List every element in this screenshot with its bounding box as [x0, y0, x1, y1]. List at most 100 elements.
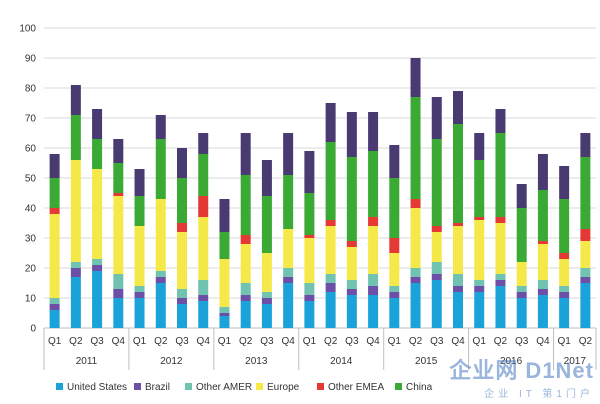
bar-segment-brazil: [410, 277, 421, 283]
bar-segment-other-amer: [559, 286, 570, 292]
bar-segment-china: [92, 139, 103, 169]
year-label: 2013: [245, 356, 268, 367]
bar-segment-brazil: [368, 286, 379, 295]
bar-segment-china: [155, 139, 166, 199]
bar-segment-other-emea: [304, 235, 315, 238]
legend-swatch: [134, 383, 141, 390]
bar-segment-united-states: [495, 286, 506, 328]
bar-segment-united-states: [474, 292, 485, 328]
bar-segment-other-emea: [389, 238, 400, 253]
year-label: 2017: [564, 356, 587, 367]
bar-segment-rest-of-world: [580, 133, 591, 157]
bar-segment-united-states: [49, 310, 60, 328]
bar-segment-other-amer: [261, 292, 272, 298]
bar-segment-other-amer: [113, 274, 124, 289]
bar-segment-brazil: [580, 277, 591, 283]
x-tick-label: Q4: [281, 336, 295, 347]
legend-swatch: [256, 383, 263, 390]
bar-segment-china: [346, 157, 357, 241]
bar-segment-rest-of-world: [70, 85, 81, 115]
bar-segment-brazil: [325, 283, 336, 292]
bar-segment-united-states: [155, 283, 166, 328]
legend-label: China: [406, 382, 433, 393]
legend-swatch: [56, 383, 63, 390]
bar-segment-rest-of-world: [410, 58, 421, 97]
bar-segment-rest-of-world: [240, 133, 251, 175]
bar-segment-rest-of-world: [431, 97, 442, 139]
bar-segment-europe: [516, 262, 527, 286]
bar-segment-brazil: [70, 268, 81, 277]
bar-segment-other-amer: [410, 268, 421, 277]
bar-segment-europe: [453, 226, 463, 274]
x-tick-label: Q3: [90, 336, 104, 347]
bar-segment-europe: [92, 169, 103, 259]
bar-segment-united-states: [325, 292, 336, 328]
bar-segment-other-amer: [134, 286, 145, 292]
x-tick-label: Q3: [260, 336, 274, 347]
bar-segment-europe: [283, 229, 294, 268]
bar-segment-other-amer: [495, 274, 506, 280]
bar-segment-other-emea: [410, 199, 421, 208]
bar-segment-united-states: [431, 280, 442, 328]
year-label: 2014: [330, 356, 353, 367]
y-tick-label: 50: [25, 174, 37, 185]
bar-segment-europe: [134, 226, 145, 286]
x-tick-label: Q2: [239, 336, 253, 347]
bar-segment-other-emea: [495, 217, 506, 223]
bar-segment-rest-of-world: [516, 184, 527, 208]
y-tick-label: 60: [25, 144, 37, 155]
bar-segment-china: [325, 142, 336, 220]
legend-swatch: [395, 383, 402, 390]
bar-segment-china: [537, 190, 548, 241]
bar-segment-china: [49, 178, 60, 208]
bar-segment-other-amer: [516, 286, 527, 292]
x-tick-label: Q1: [557, 336, 571, 347]
y-tick-label: 80: [25, 84, 37, 95]
x-tick-label: Q2: [154, 336, 168, 347]
legend-label: Other EMEA: [328, 382, 384, 393]
bar-segment-brazil: [49, 304, 60, 310]
bar-segment-rest-of-world: [49, 154, 60, 178]
y-tick-label: 30: [25, 234, 37, 245]
legend-label: Other AMER: [196, 382, 252, 393]
x-tick-label: Q4: [536, 336, 550, 347]
bar-segment-other-amer: [177, 289, 187, 298]
bar-segment-other-emea: [346, 241, 357, 247]
bar-segment-other-amer: [368, 274, 379, 286]
legend-swatch: [317, 383, 324, 390]
bar-segment-brazil: [113, 289, 124, 298]
bar-segment-united-states: [113, 298, 124, 328]
bar-segment-other-emea: [325, 220, 336, 226]
bar-segment-brazil: [537, 289, 548, 295]
legend-swatch: [185, 383, 192, 390]
bar-segment-china: [559, 199, 570, 253]
x-tick-label: Q3: [175, 336, 189, 347]
bar-segment-brazil: [283, 277, 294, 283]
bar-segment-united-states: [368, 295, 379, 328]
bar-segment-china: [516, 208, 527, 262]
bar-segment-other-emea: [474, 217, 485, 220]
bar-segment-rest-of-world: [155, 115, 166, 139]
bar-segment-europe: [325, 226, 336, 274]
bar-segment-brazil: [431, 274, 442, 280]
bar-segment-brazil: [516, 292, 527, 298]
bar-segment-europe: [474, 220, 485, 280]
bars: [49, 58, 591, 328]
bar-segment-china: [368, 151, 379, 217]
bar-segment-rest-of-world: [134, 169, 145, 196]
bar-segment-other-amer: [431, 262, 442, 274]
bar-segment-rest-of-world: [177, 148, 187, 178]
bar-segment-brazil: [389, 292, 400, 298]
bar-segment-rest-of-world: [261, 160, 272, 196]
bar-segment-europe: [219, 259, 230, 307]
bar-segment-other-emea: [113, 193, 124, 196]
legend: United States Brazil Other AMER Europe Other…: [56, 382, 433, 393]
x-tick-label: Q1: [133, 336, 147, 347]
gridlines: [44, 27, 596, 329]
bar-segment-china: [389, 178, 400, 238]
x-tick-label: Q1: [473, 336, 487, 347]
bar-segment-united-states: [70, 277, 81, 328]
bar-segment-brazil: [240, 295, 251, 301]
bar-segment-united-states: [134, 298, 145, 328]
bar-segment-other-amer: [304, 283, 315, 295]
